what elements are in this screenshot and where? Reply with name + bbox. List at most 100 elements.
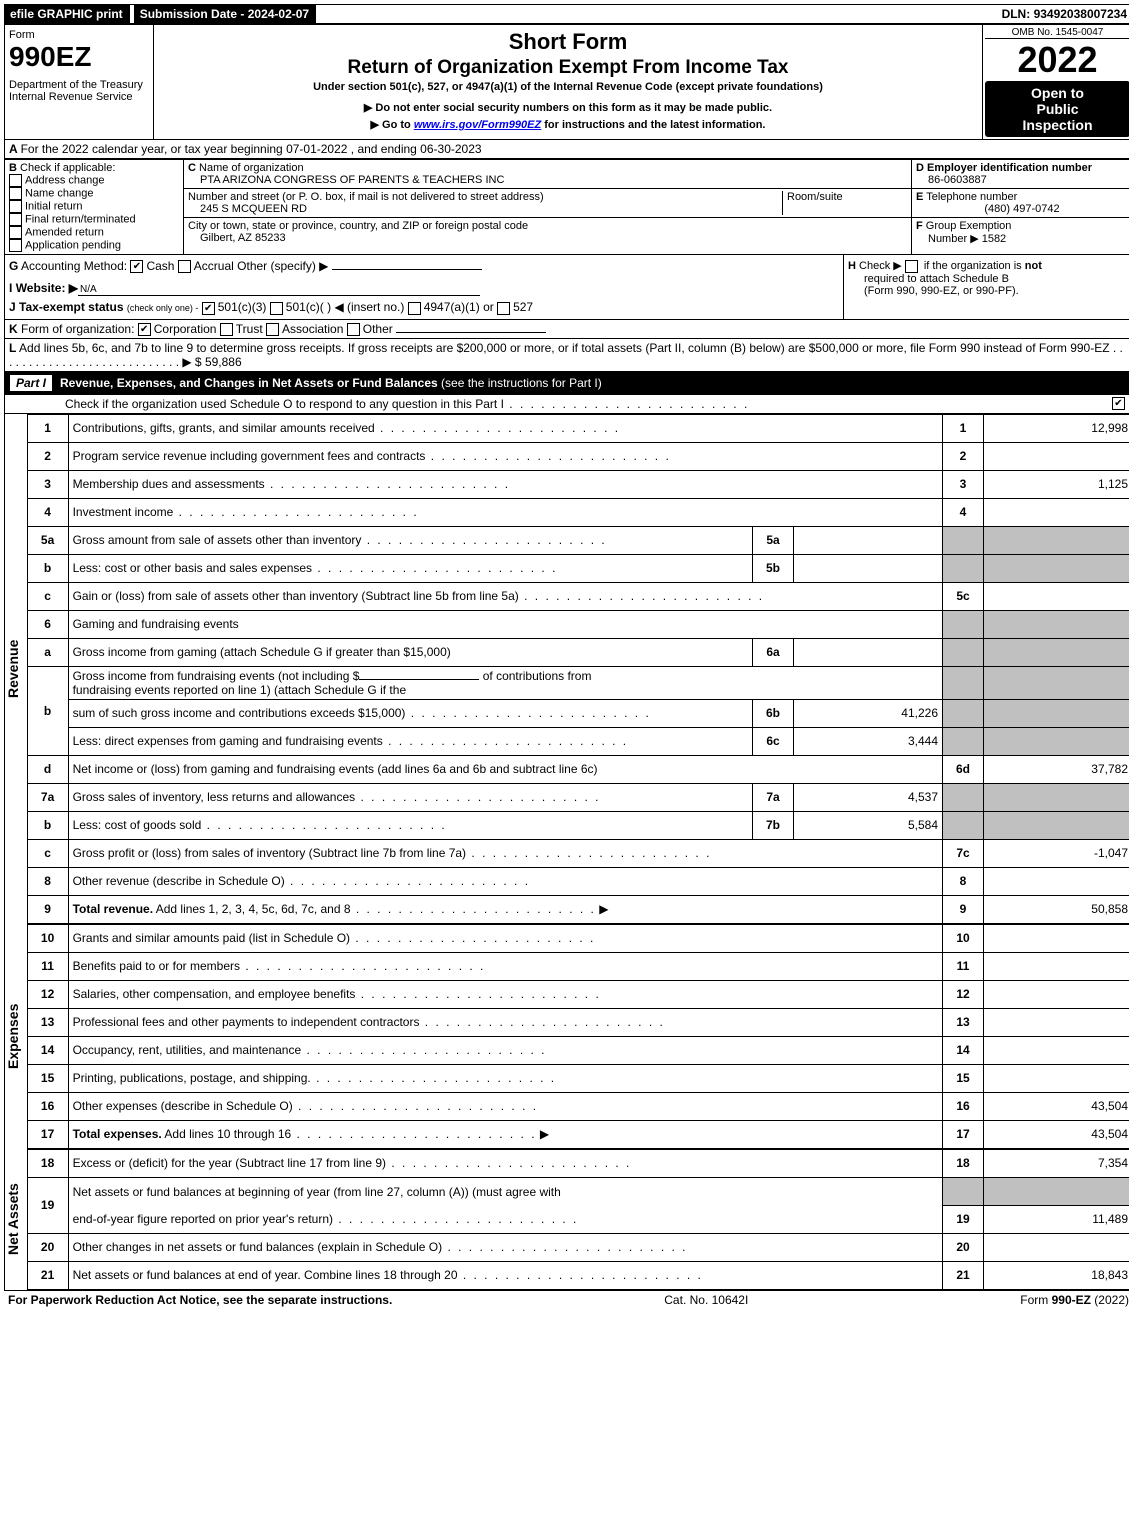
line-5a: 5aGross amount from sale of assets other… bbox=[27, 526, 1129, 554]
dln: DLN: 93492038007234 bbox=[996, 5, 1129, 23]
checkbox-address-change[interactable] bbox=[9, 174, 22, 187]
line-21: 21Net assets or fund balances at end of … bbox=[27, 1261, 1129, 1289]
sub-date-label: Submission Date - bbox=[140, 7, 248, 21]
checkbox-h[interactable] bbox=[905, 260, 918, 273]
part1-header: Part I Revenue, Expenses, and Changes in… bbox=[4, 372, 1129, 394]
checkbox-501c3[interactable] bbox=[202, 302, 215, 315]
checkbox-other-org[interactable] bbox=[347, 323, 360, 336]
e-label: Telephone number bbox=[926, 191, 1017, 203]
checkbox-assoc[interactable] bbox=[266, 323, 279, 336]
checkbox-501c[interactable] bbox=[270, 302, 283, 315]
section-c: C Name of organization PTA ARIZONA CONGR… bbox=[184, 160, 912, 254]
line-7b: bLess: cost of goods sold7b5,584 bbox=[27, 811, 1129, 839]
checkbox-527[interactable] bbox=[497, 302, 510, 315]
gross-receipts: 59,886 bbox=[205, 355, 242, 369]
form-footer: For Paperwork Reduction Act Notice, see … bbox=[4, 1290, 1129, 1309]
k-corp: Corporation bbox=[154, 322, 217, 336]
h-check: Check ▶ bbox=[859, 260, 902, 272]
checkbox-amended-return[interactable] bbox=[9, 226, 22, 239]
ghij-row: G Accounting Method: Cash Accrual Other … bbox=[4, 255, 1129, 320]
line-6b-sum: sum of such gross income and contributio… bbox=[27, 699, 1129, 727]
line-19a: 19Net assets or fund balances at beginni… bbox=[27, 1177, 1129, 1205]
submission-date: Submission Date - 2024-02-07 bbox=[130, 5, 316, 23]
org-info-block: B Check if applicable: Address change Na… bbox=[4, 159, 1129, 255]
j-501c: 501(c)( ) ◀ (insert no.) bbox=[286, 300, 405, 314]
checkbox-trust[interactable] bbox=[220, 323, 233, 336]
ein-value: 86-0603887 bbox=[916, 174, 987, 186]
link-pre: ▶ Go to bbox=[371, 119, 414, 131]
part1-title: Revenue, Expenses, and Changes in Net As… bbox=[60, 376, 602, 390]
irs-link[interactable]: www.irs.gov/Form990EZ bbox=[414, 119, 541, 131]
expenses-label: Expenses bbox=[5, 924, 27, 1149]
line-16: 16Other expenses (describe in Schedule O… bbox=[27, 1092, 1129, 1120]
omb-number: OMB No. 1545-0047 bbox=[985, 27, 1129, 39]
checkbox-cash[interactable] bbox=[130, 260, 143, 273]
line-11: 11Benefits paid to or for members11 bbox=[27, 952, 1129, 980]
c-name-label: Name of organization bbox=[199, 162, 304, 174]
tax-year: 2022 bbox=[985, 39, 1129, 81]
checkbox-schedule-o[interactable] bbox=[1112, 397, 1125, 410]
line-9-text: Total revenue. Add lines 1, 2, 3, 4, 5c,… bbox=[68, 895, 942, 923]
open-label: Open to bbox=[989, 85, 1126, 101]
website-value: N/A bbox=[78, 284, 480, 296]
form-header: Form 990EZ Department of the Treasury In… bbox=[4, 24, 1129, 140]
i-label: Website: ▶ bbox=[16, 281, 78, 295]
section-j: J Tax-exempt status (check only one) - 5… bbox=[9, 300, 839, 314]
section-a-text: For the 2022 calendar year, or tax year … bbox=[21, 142, 482, 156]
b-label: Check if applicable: bbox=[20, 162, 115, 174]
line-15: 15Printing, publications, postage, and s… bbox=[27, 1064, 1129, 1092]
expenses-table: 10Grants and similar amounts paid (list … bbox=[27, 924, 1129, 1149]
dept-treasury: Department of the Treasury bbox=[9, 79, 149, 91]
line-12: 12Salaries, other compensation, and empl… bbox=[27, 980, 1129, 1008]
k-other: Other bbox=[363, 322, 393, 336]
dln-label: DLN: bbox=[1002, 7, 1034, 21]
line-1: 1Contributions, gifts, grants, and simil… bbox=[27, 414, 1129, 442]
h-not: not bbox=[1025, 260, 1042, 272]
section-a: A For the 2022 calendar year, or tax yea… bbox=[4, 140, 1129, 159]
j-4947: 4947(a)(1) or bbox=[424, 300, 494, 314]
k-label: Form of organization: bbox=[21, 322, 134, 336]
j-501c3: 501(c)(3) bbox=[218, 300, 267, 314]
f-label: Group Exemption bbox=[926, 220, 1012, 232]
d-label: Employer identification number bbox=[927, 162, 1092, 174]
line-10: 10Grants and similar amounts paid (list … bbox=[27, 924, 1129, 952]
header-link-row: ▶ Go to www.irs.gov/Form990EZ for instru… bbox=[162, 118, 974, 131]
header-subtext: Under section 501(c), 527, or 4947(a)(1)… bbox=[162, 81, 974, 93]
j-527: 527 bbox=[513, 300, 533, 314]
checkbox-final-return[interactable] bbox=[9, 213, 22, 226]
phone-value: (480) 497-0742 bbox=[916, 203, 1128, 215]
section-k: K Form of organization: Corporation Trus… bbox=[4, 320, 1129, 339]
footer-cat: Cat. No. 10642I bbox=[664, 1293, 748, 1307]
checkbox-accrual[interactable] bbox=[178, 260, 191, 273]
line-3: 3Membership dues and assessments31,125 bbox=[27, 470, 1129, 498]
form-number: 990EZ bbox=[9, 41, 149, 73]
form-subtitle: Return of Organization Exempt From Incom… bbox=[162, 57, 974, 79]
netassets-label: Net Assets bbox=[5, 1149, 27, 1290]
line-6: 6Gaming and fundraising events bbox=[27, 610, 1129, 638]
opt-amended-return: Amended return bbox=[25, 226, 104, 238]
checkbox-application-pending[interactable] bbox=[9, 239, 22, 252]
room-suite-label: Room/suite bbox=[782, 191, 907, 215]
form-title: Short Form bbox=[162, 29, 974, 55]
c-addr-label: Number and street (or P. O. box, if mail… bbox=[188, 191, 544, 203]
checkbox-corp[interactable] bbox=[138, 323, 151, 336]
footer-left: For Paperwork Reduction Act Notice, see … bbox=[8, 1293, 392, 1307]
checkbox-initial-return[interactable] bbox=[9, 200, 22, 213]
dln-value: 93492038007234 bbox=[1034, 7, 1127, 21]
part1-check-row: Check if the organization used Schedule … bbox=[4, 394, 1129, 414]
part1-expenses-block: Expenses 10Grants and similar amounts pa… bbox=[4, 924, 1129, 1149]
line-5b: bLess: cost or other basis and sales exp… bbox=[27, 554, 1129, 582]
header-warning: ▶ Do not enter social security numbers o… bbox=[162, 101, 974, 114]
section-i: I Website: ▶N/A bbox=[9, 281, 839, 296]
section-l: L Add lines 5b, 6c, and 7b to line 9 to … bbox=[4, 339, 1129, 372]
checkbox-4947[interactable] bbox=[408, 302, 421, 315]
section-b: B Check if applicable: Address change Na… bbox=[5, 160, 184, 254]
efile-label[interactable]: efile GRAPHIC print bbox=[4, 5, 130, 23]
org-city: Gilbert, AZ 85233 bbox=[188, 232, 286, 244]
link-post: for instructions and the latest informat… bbox=[541, 119, 765, 131]
line-18: 18Excess or (deficit) for the year (Subt… bbox=[27, 1149, 1129, 1177]
checkbox-name-change[interactable] bbox=[9, 187, 22, 200]
org-name: PTA ARIZONA CONGRESS OF PARENTS & TEACHE… bbox=[188, 174, 504, 186]
org-address: 245 S MCQUEEN RD bbox=[188, 203, 307, 215]
c-city-label: City or town, state or province, country… bbox=[188, 220, 528, 232]
